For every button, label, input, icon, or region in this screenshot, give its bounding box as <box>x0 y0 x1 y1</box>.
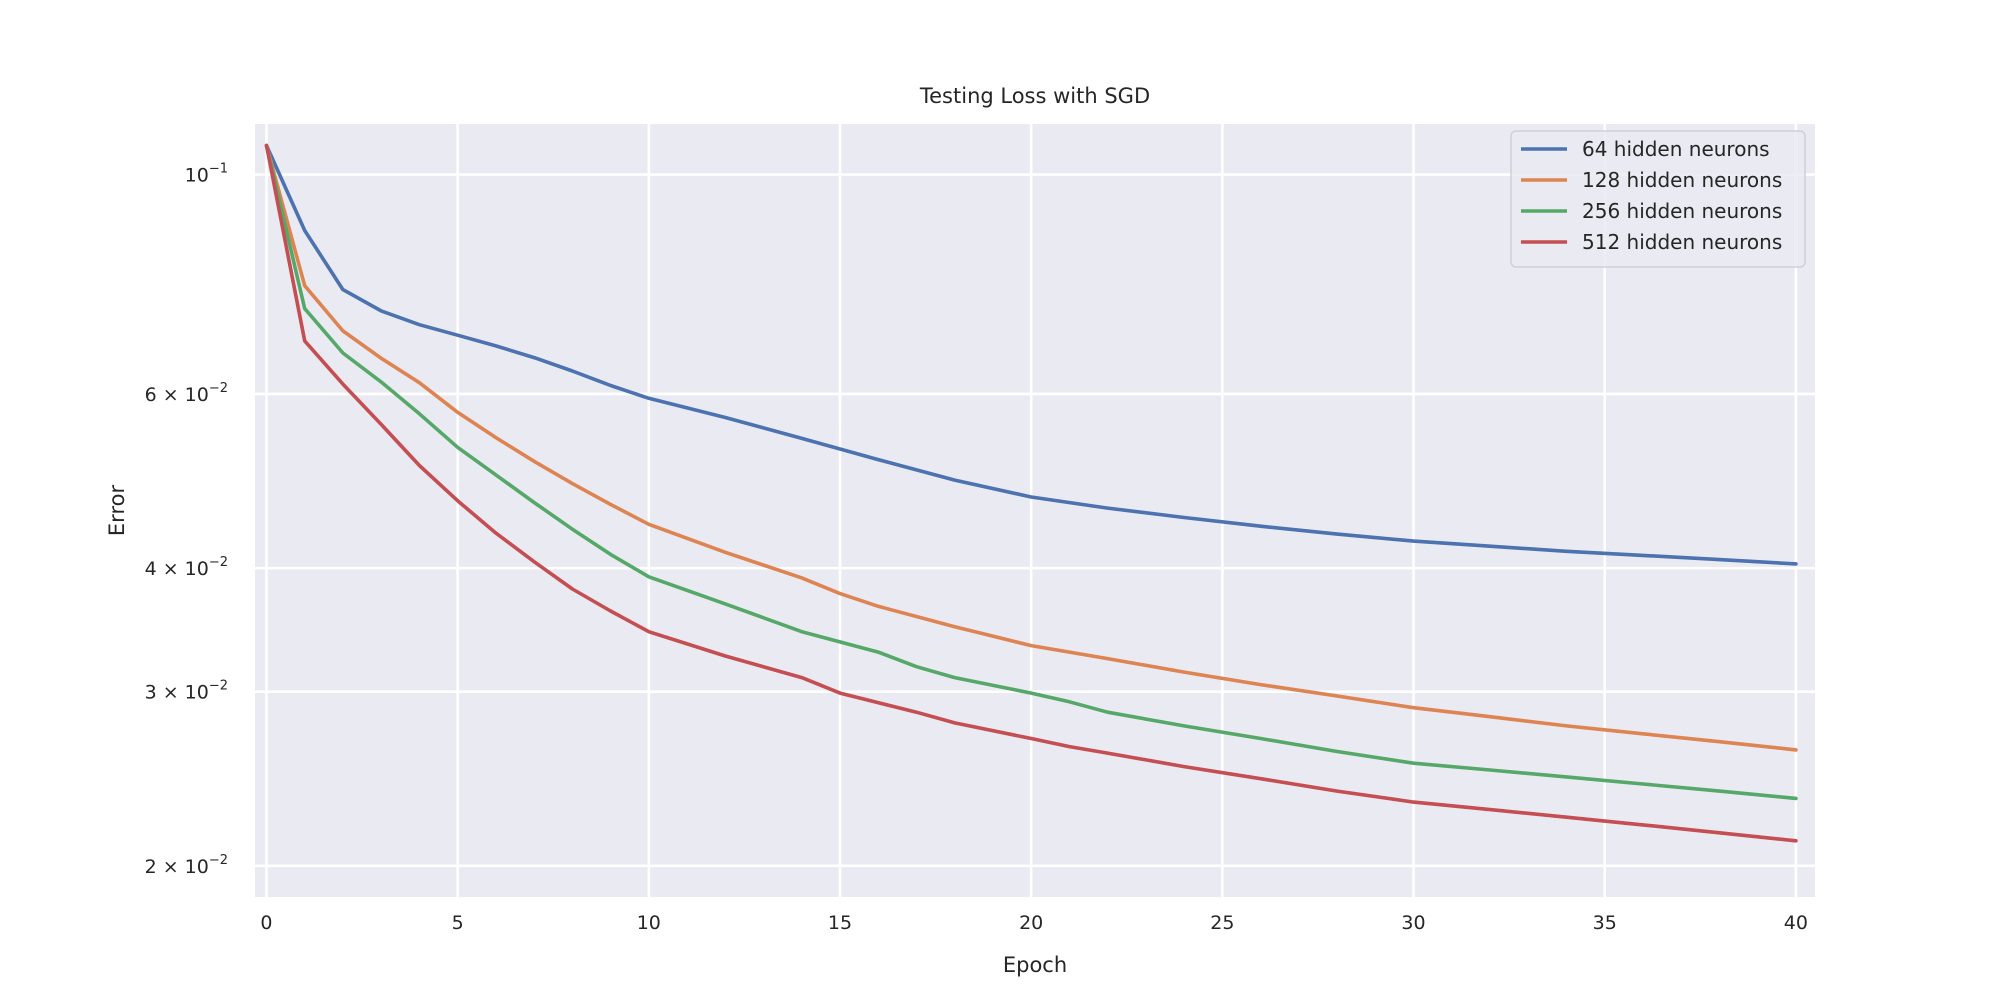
x-tick-label: 30 <box>1401 912 1425 934</box>
x-axis-label: Epoch <box>1003 953 1067 977</box>
y-tick-label: 4 × 10−2 <box>145 555 228 580</box>
x-tick-label: 25 <box>1210 912 1234 934</box>
legend-label: 64 hidden neurons <box>1582 137 1770 161</box>
y-tick-label: 3 × 10−2 <box>145 679 228 704</box>
legend-label: 128 hidden neurons <box>1582 168 1782 192</box>
y-axis-ticks: 10−1 6 × 10−2 4 × 10−2 3 × 10−2 2 × 10−2 <box>145 162 228 878</box>
x-tick-label: 20 <box>1019 912 1043 934</box>
y-axis-label: Error <box>105 485 129 537</box>
series-line-3 <box>264 143 1798 801</box>
legend-box <box>1510 130 1806 268</box>
x-tick-label: 5 <box>452 912 464 934</box>
legend-label: 512 hidden neurons <box>1582 230 1782 254</box>
series-lines <box>264 143 1798 843</box>
y-tick-label: 2 × 10−2 <box>145 853 228 878</box>
x-axis-ticks: 0 5 10 15 20 25 30 35 40 <box>260 912 1808 934</box>
legend: 64 hidden neurons 128 hidden neurons 256 h… <box>1510 130 1806 268</box>
x-tick-label: 0 <box>260 912 272 934</box>
x-tick-label: 40 <box>1784 912 1808 934</box>
legend-label: 256 hidden neurons <box>1582 199 1782 223</box>
series-line-4 <box>264 143 1798 843</box>
y-tick-label: 6 × 10−2 <box>145 381 228 406</box>
y-tick-label: 10−1 <box>185 162 228 187</box>
x-tick-label: 35 <box>1593 912 1617 934</box>
x-tick-label: 10 <box>637 912 661 934</box>
x-tick-label: 15 <box>828 912 852 934</box>
chart-title: Testing Loss with SGD <box>919 84 1150 108</box>
series-line-1 <box>264 143 1798 566</box>
series-line-2 <box>264 143 1798 752</box>
